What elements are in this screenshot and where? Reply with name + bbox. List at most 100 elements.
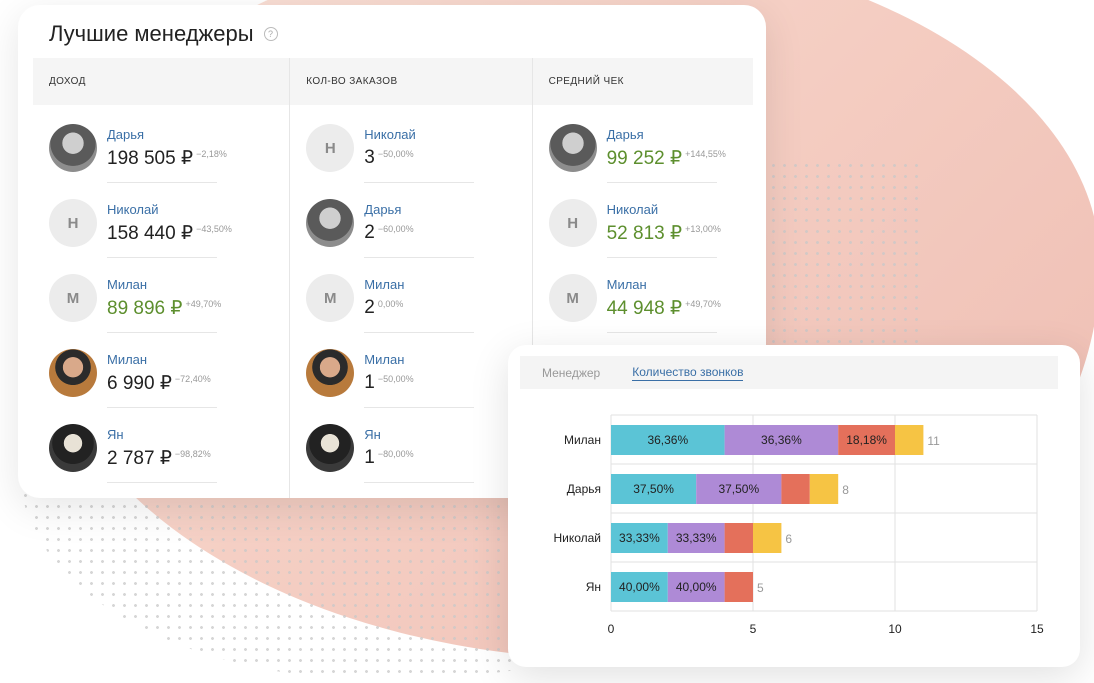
category-label: Ян <box>586 580 601 594</box>
delta-percent: −50,00% <box>377 149 414 159</box>
segment-label: 33,33% <box>676 531 717 545</box>
segment-label: 40,00% <box>676 580 717 594</box>
x-tick-label: 0 <box>608 622 615 636</box>
manager-row: Н Николай 158 440 ₽ −43,50% <box>49 199 276 259</box>
segment-label: 33,33% <box>619 531 660 545</box>
column-header[interactable]: СРЕДНИЙ ЧЕК <box>532 58 753 105</box>
bar-segment <box>611 474 697 504</box>
managers-columns: ДОХОД Дарья 198 505 ₽ −2,18% Н Николай 158 440… <box>33 58 753 498</box>
value-text: 99 252 ₽ <box>606 148 683 169</box>
manager-name-link[interactable]: Милан <box>606 277 647 292</box>
bar-segment <box>611 572 668 602</box>
bar-segment <box>611 523 668 553</box>
value-text: 2 787 ₽ <box>107 448 172 469</box>
avatar[interactable] <box>306 424 355 472</box>
card-title-text: Лучшие менеджеры <box>49 21 254 46</box>
value-text: 1 <box>364 372 375 393</box>
column-header[interactable]: ДОХОД <box>33 58 290 105</box>
manager-name-link[interactable]: Милан <box>107 277 148 292</box>
manager-name-link[interactable]: Дарья <box>107 127 145 142</box>
avatar[interactable]: Н <box>548 199 597 247</box>
segment-label: 36,36% <box>761 433 802 447</box>
bar-segment <box>753 523 782 553</box>
manager-name-link[interactable]: Ян <box>364 427 381 442</box>
avatar[interactable] <box>306 199 355 247</box>
manager-value: 52 813 ₽ +13,00% <box>607 222 721 245</box>
delta-percent: +49,70% <box>185 299 222 309</box>
manager-value: 158 440 ₽ −43,50% <box>107 222 232 245</box>
bar-segment <box>838 425 895 455</box>
chart-tab[interactable]: Количество звонков <box>632 364 744 381</box>
delta-percent: +144,55% <box>685 149 726 159</box>
value-text: 52 813 ₽ <box>606 223 683 244</box>
segment-label: 36,36% <box>647 433 688 447</box>
card-title: Лучшие менеджеры ? <box>49 21 278 47</box>
bar-segment <box>724 572 753 602</box>
calls-bar-chart: 0 5 10 15 Милан 36,36% 36,36% 18,18% 11 Дарья 37,5… <box>553 414 1044 636</box>
value-text: 89 896 ₽ <box>107 298 183 319</box>
row-divider <box>606 182 717 183</box>
row-divider <box>606 332 717 333</box>
bar-total-label: 6 <box>785 532 792 546</box>
manager-row: Н Николай 52 813 ₽ +13,00% <box>548 199 740 259</box>
manager-value: 1 −80,00% <box>364 447 413 469</box>
row-divider <box>107 257 217 258</box>
value-text: 1 <box>364 447 375 468</box>
bar-total-label: 5 <box>757 581 764 595</box>
manager-value: 198 505 ₽ −2,18% <box>107 147 227 170</box>
manager-value: 2 787 ₽ −98,82% <box>107 447 211 470</box>
delta-percent: −72,40% <box>174 374 211 384</box>
manager-name-link[interactable]: Николай <box>107 202 159 217</box>
manager-name-link[interactable]: Милан <box>107 352 148 367</box>
manager-name-link[interactable]: Николай <box>364 127 416 142</box>
bar-total-label: 8 <box>842 483 849 497</box>
avatar[interactable]: Н <box>306 124 355 172</box>
manager-row: М Милан 44 948 ₽ +49,70% <box>548 274 740 334</box>
avatar[interactable] <box>306 349 355 397</box>
manager-name-link[interactable]: Милан <box>364 277 405 292</box>
avatar[interactable]: М <box>548 274 597 322</box>
avatar[interactable]: М <box>49 274 97 322</box>
manager-row: Дарья 198 505 ₽ −2,18% <box>49 124 276 184</box>
manager-name-link[interactable]: Дарья <box>606 127 644 142</box>
value-text: 198 505 ₽ <box>107 148 194 169</box>
bar-segment <box>667 572 725 602</box>
column-header[interactable]: КОЛ-ВО ЗАКАЗОВ <box>290 58 532 105</box>
column-2: СРЕДНИЙ ЧЕК Дарья 99 252 ₽ +144,55% Н Николай… <box>531 58 753 498</box>
value-text: 44 948 ₽ <box>606 298 683 319</box>
manager-row: Дарья 99 252 ₽ +144,55% <box>548 124 740 184</box>
avatar[interactable] <box>49 349 97 397</box>
row-divider <box>364 332 475 333</box>
value-text: 6 990 ₽ <box>107 373 172 394</box>
category-label: Милан <box>564 433 601 447</box>
segment-label: 37,50% <box>633 482 674 496</box>
avatar[interactable]: Н <box>49 199 97 247</box>
row-divider <box>364 182 475 183</box>
bar-segment <box>781 474 810 504</box>
help-icon[interactable]: ? <box>263 27 278 41</box>
bar-total-label: 11 <box>927 434 940 448</box>
avatar[interactable] <box>49 424 97 472</box>
manager-name-link[interactable]: Милан <box>364 352 405 367</box>
manager-row: М Милан 89 896 ₽ +49,70% <box>49 274 276 334</box>
manager-value: 3 −50,00% <box>364 147 413 169</box>
manager-value: 1 −50,00% <box>364 372 413 394</box>
manager-row: Н Николай 3 −50,00% <box>306 124 518 184</box>
avatar[interactable] <box>49 124 97 172</box>
column-0: ДОХОД Дарья 198 505 ₽ −2,18% Н Николай 158 440… <box>33 58 290 498</box>
manager-name-link[interactable]: Дарья <box>364 202 402 217</box>
manager-row: М Милан 2 0,00% <box>306 274 518 334</box>
manager-name-link[interactable]: Николай <box>606 202 659 217</box>
manager-value: 2 −60,00% <box>364 222 413 244</box>
row-divider <box>364 482 475 483</box>
manager-row: Милан 1 −50,00% <box>306 349 518 409</box>
avatar[interactable]: М <box>306 274 355 322</box>
value-text: 2 <box>364 222 375 243</box>
x-tick-label: 15 <box>1030 622 1044 636</box>
chart-tab[interactable]: Менеджер <box>542 365 601 380</box>
row-divider <box>606 257 717 258</box>
row-divider <box>107 332 217 333</box>
delta-percent: −2,18% <box>196 149 227 159</box>
manager-name-link[interactable]: Ян <box>107 427 124 442</box>
avatar[interactable] <box>548 124 597 172</box>
